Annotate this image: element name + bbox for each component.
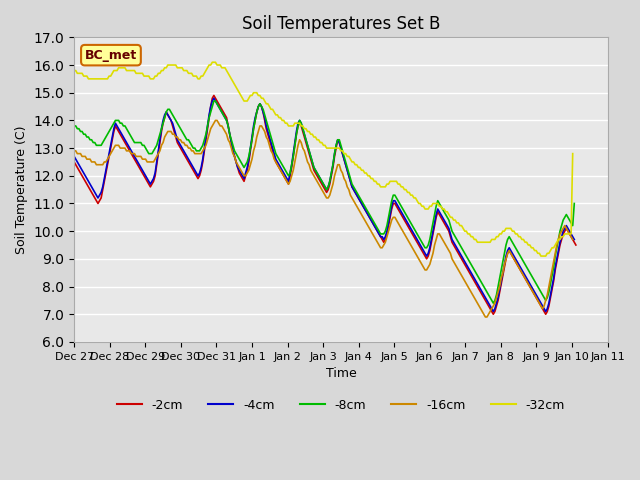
Y-axis label: Soil Temperature (C): Soil Temperature (C) <box>15 125 28 254</box>
X-axis label: Time: Time <box>326 367 356 380</box>
Title: Soil Temperatures Set B: Soil Temperatures Set B <box>242 15 440 33</box>
Text: BC_met: BC_met <box>85 48 137 61</box>
Legend: -2cm, -4cm, -8cm, -16cm, -32cm: -2cm, -4cm, -8cm, -16cm, -32cm <box>112 394 570 417</box>
